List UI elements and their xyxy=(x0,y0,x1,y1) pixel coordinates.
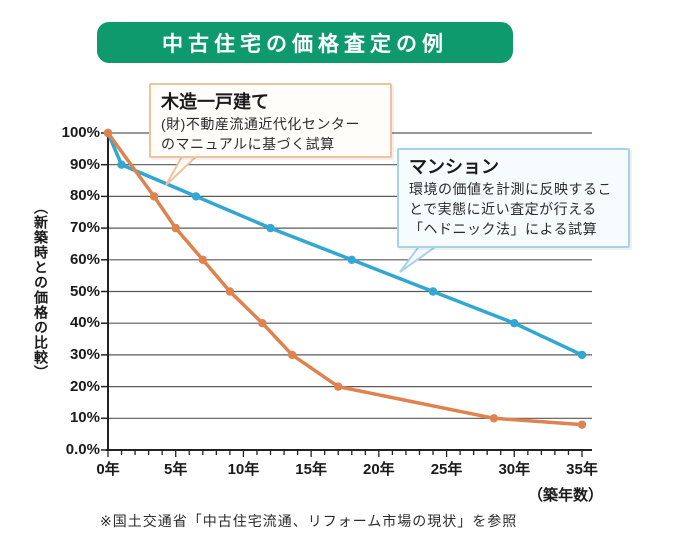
x-tick-label: 0年 xyxy=(96,461,120,478)
x-tick-label: 25年 xyxy=(430,461,463,478)
data-point-marker xyxy=(577,420,587,429)
data-point-marker xyxy=(198,255,207,264)
data-point-marker xyxy=(171,223,180,233)
data-point-marker xyxy=(347,255,356,264)
data-point-marker xyxy=(103,128,113,138)
callout-wooden-house-line: (財)不動産流通近代化センター xyxy=(161,116,360,132)
series-line-wooden-house xyxy=(106,131,584,427)
callout-wooden-house-line: のマニュアルに基づく試算 xyxy=(161,136,335,152)
x-axis-unit-label: （築年数） xyxy=(527,487,603,504)
data-point-marker xyxy=(334,382,343,391)
data-point-marker xyxy=(266,223,275,233)
data-point-marker xyxy=(489,414,499,423)
y-tick-label: 90% xyxy=(69,155,100,173)
x-tick-label: 10年 xyxy=(227,461,260,478)
callout-mansion: マンション 環境の価値を計測に反映するこ とで実態に近い査定が行える 「ヘドニッ… xyxy=(397,148,630,248)
callout-wooden-house: 木造一戸建て (財)不動産流通近代化センター のマニュアルに基づく試算 xyxy=(149,83,392,158)
source-note: ※国土交通省「中古住宅流通、リフォーム市場の現状」を参照 xyxy=(100,513,518,529)
data-point-marker xyxy=(149,192,159,201)
y-tick-label: 20% xyxy=(69,377,100,395)
x-tick-label: 5年 xyxy=(164,461,188,478)
data-point-marker xyxy=(577,350,587,360)
y-axis-title: （新築時との価格の比較） xyxy=(33,200,49,380)
y-tick-label: 50% xyxy=(69,282,100,300)
y-tick-label: 100% xyxy=(61,124,100,141)
data-point-marker xyxy=(287,350,297,360)
data-point-marker xyxy=(117,160,126,169)
data-point-marker xyxy=(510,319,519,328)
callout-tail-mansion xyxy=(399,244,442,273)
y-tick-label: 0.0% xyxy=(65,441,100,458)
callout-mansion-line: とで実態に近い査定が行える xyxy=(409,201,597,217)
x-tick-label: 30年 xyxy=(498,461,531,478)
data-point-marker xyxy=(428,287,438,296)
y-tick-label: 60% xyxy=(69,250,100,268)
x-tick-label: 15年 xyxy=(295,461,327,478)
data-point-marker xyxy=(258,319,267,328)
y-tick-label: 80% xyxy=(69,187,100,205)
callout-mansion-line: 環境の価値を計測に反映するこ xyxy=(409,181,612,197)
data-point-marker xyxy=(225,287,235,296)
x-tick-label: 35年 xyxy=(566,461,598,478)
data-point-marker xyxy=(191,192,201,201)
page-title-banner: 中古住宅の価格査定の例 xyxy=(97,22,513,63)
callout-mansion-title: マンション xyxy=(409,157,499,177)
page-title: 中古住宅の価格査定の例 xyxy=(162,32,448,56)
x-tick-label: 20年 xyxy=(363,461,395,478)
callout-mansion-line: 「ヘドニック法」による試算 xyxy=(409,221,598,237)
y-tick-label: 70% xyxy=(69,219,100,237)
y-tick-label: 40% xyxy=(69,314,100,332)
y-tick-label: 30% xyxy=(69,345,100,363)
y-tick-label: 10% xyxy=(69,409,100,427)
callout-wooden-house-title: 木造一戸建て xyxy=(161,92,269,112)
